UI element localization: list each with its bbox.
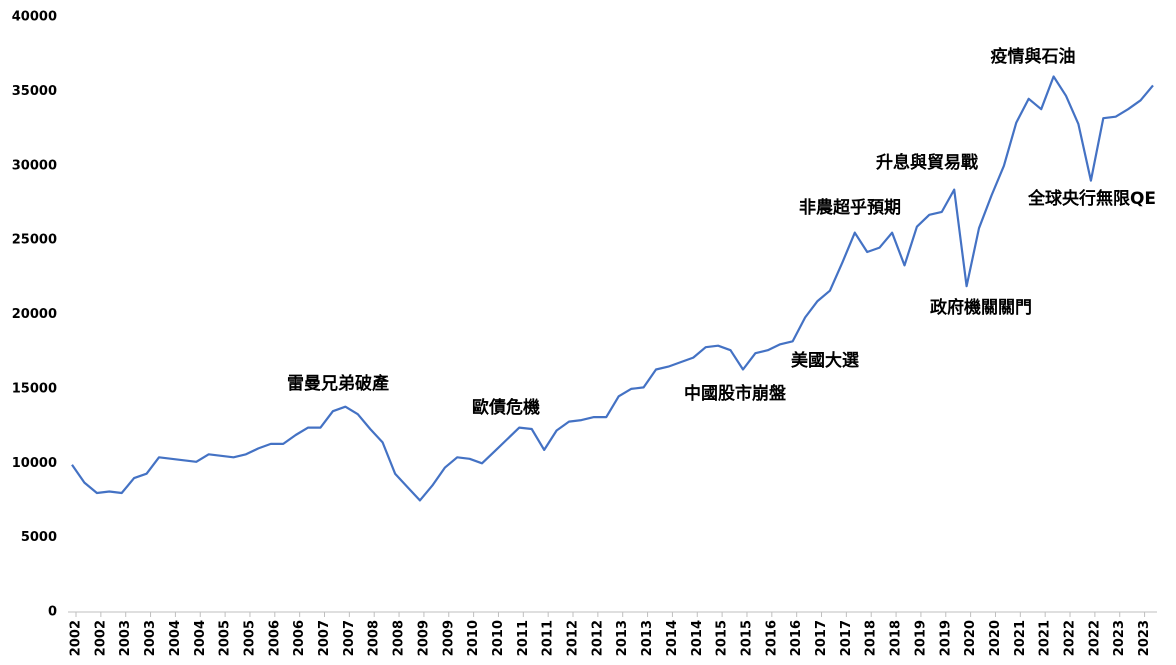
x-tick-label: 2020: [963, 620, 978, 656]
annotation: 中國股市崩盤: [684, 383, 787, 404]
annotation: 非農超乎預期: [799, 197, 901, 218]
y-tick-label: 15000: [12, 381, 57, 396]
x-tick-label: 2004: [168, 620, 183, 656]
x-tick-label: 2005: [242, 620, 257, 656]
y-tick-label: 20000: [12, 307, 57, 322]
y-tick-label: 25000: [12, 233, 57, 248]
annotation: 雷曼兄弟破產: [287, 373, 389, 394]
x-tick-label: 2014: [690, 620, 705, 656]
x-tick-label: 2018: [864, 620, 879, 656]
x-tick-label: 2015: [715, 620, 730, 656]
x-tick-label: 2023: [1112, 620, 1127, 656]
x-tick-label: 2008: [392, 620, 407, 656]
y-tick-label: 0: [48, 605, 57, 620]
x-tick-label: 2016: [789, 620, 804, 656]
x-tick-label: 2017: [839, 620, 854, 656]
x-tick-label: 2019: [913, 620, 928, 656]
x-tick-label: 2021: [1013, 620, 1028, 656]
annotation: 歐債危機: [472, 397, 540, 418]
x-tick-label: 2011: [516, 620, 531, 656]
x-tick-label: 2013: [640, 620, 655, 656]
x-tick-label: 2005: [218, 620, 233, 656]
x-tick-label: 2012: [590, 620, 605, 656]
annotation: 升息與貿易戰: [876, 152, 978, 173]
x-tick-label: 2009: [441, 620, 456, 656]
line-series: [71, 75, 1154, 502]
x-tick-label: 2006: [292, 620, 307, 656]
x-tick-label: 2010: [491, 620, 506, 656]
x-tick-label: 2008: [367, 620, 382, 656]
x-tick-label: 2011: [541, 620, 556, 656]
x-tick-label: 2012: [566, 620, 581, 656]
x-tick-label: 2023: [1137, 620, 1152, 656]
x-tick-label: 2022: [1063, 620, 1078, 656]
x-tick-label: 2007: [342, 620, 357, 656]
x-tick-label: 2006: [267, 620, 282, 656]
y-tick-label: 10000: [12, 456, 57, 471]
x-tick-label: 2016: [764, 620, 779, 656]
x-tick-label: 2003: [118, 620, 133, 656]
x-tick-label: 2009: [416, 620, 431, 656]
annotation: 政府機關關門: [930, 297, 1032, 318]
x-tick-label: 2022: [1087, 620, 1102, 656]
x-tick-label: 2002: [93, 620, 108, 656]
y-tick-label: 40000: [12, 10, 57, 25]
y-tick-label: 5000: [21, 530, 57, 545]
y-tick-label: 35000: [12, 84, 57, 99]
x-tick-label: 2013: [615, 620, 630, 656]
x-tick-label: 2015: [739, 620, 754, 656]
y-tick-label: 30000: [12, 158, 57, 173]
x-tick-label: 2002: [69, 620, 84, 656]
annotation: 疫情與石油: [991, 46, 1076, 67]
x-tick-label: 2017: [814, 620, 829, 656]
x-tick-label: 2014: [665, 620, 680, 656]
x-tick-label: 2019: [938, 620, 953, 656]
x-tick-label: 2004: [193, 620, 208, 656]
x-tick-label: 2010: [466, 620, 481, 656]
x-tick-label: 2003: [143, 620, 158, 656]
x-tick-label: 2018: [889, 620, 904, 656]
annotation: 美國大選: [791, 350, 859, 371]
annotation: 全球央行無限QE: [1027, 188, 1156, 209]
x-tick-label: 2007: [317, 620, 332, 656]
x-tick-label: 2021: [1038, 620, 1053, 656]
x-tick-label: 2020: [988, 620, 1003, 656]
